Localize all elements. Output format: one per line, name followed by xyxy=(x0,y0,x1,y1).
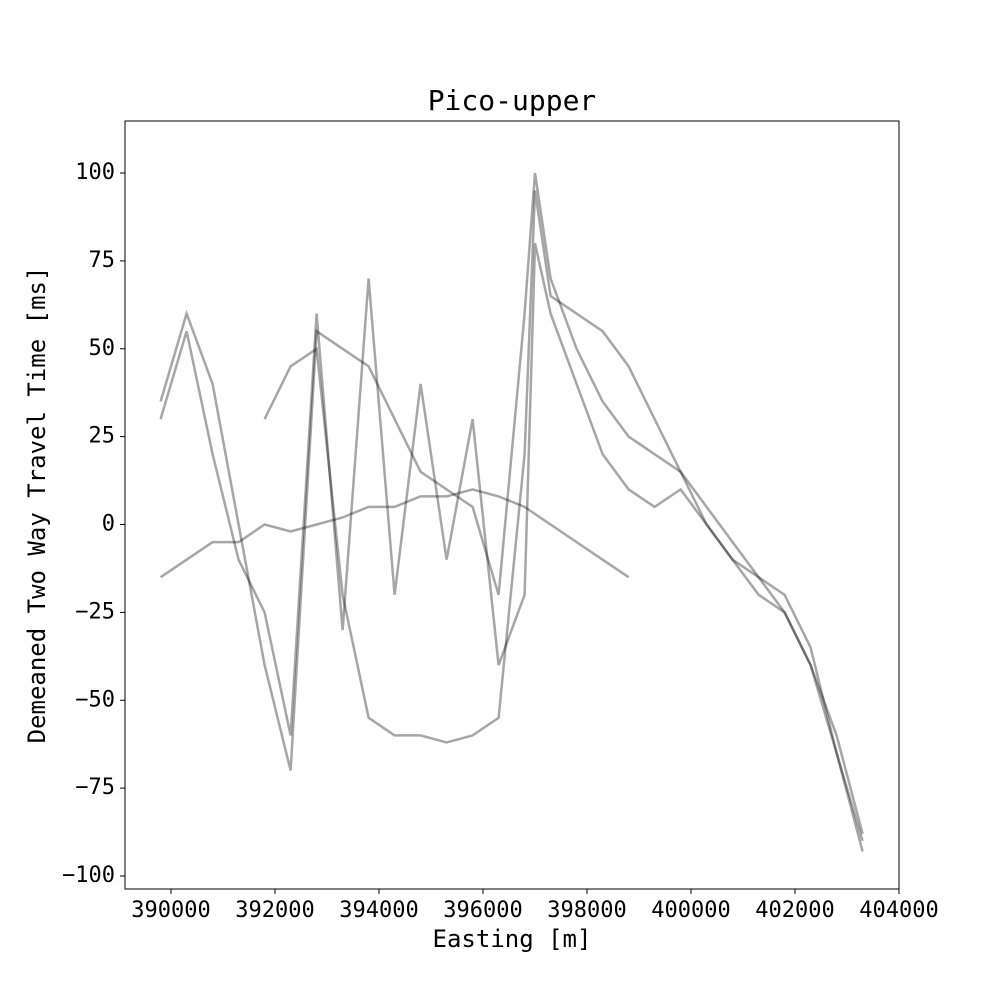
x-tick-label: 390000 xyxy=(131,898,210,923)
x-tick-label: 402000 xyxy=(755,898,834,923)
y-tick-label: −25 xyxy=(75,599,115,624)
x-tick-label: 396000 xyxy=(443,898,522,923)
x-tick-label: 392000 xyxy=(235,898,314,923)
y-tick-label: 50 xyxy=(89,336,116,361)
x-tick-label: 400000 xyxy=(651,898,730,923)
series-line xyxy=(159,243,864,835)
series-line xyxy=(159,488,630,579)
y-tick-label: 75 xyxy=(89,248,116,273)
series-line xyxy=(159,172,864,852)
x-tick-label: 394000 xyxy=(339,898,418,923)
chart-title: Pico-upper xyxy=(428,84,597,117)
x-tick-label: 398000 xyxy=(547,898,626,923)
y-tick-label: −100 xyxy=(62,863,115,888)
y-tick-label: 25 xyxy=(89,424,116,449)
series-line xyxy=(263,190,864,842)
y-tick-label: 100 xyxy=(75,160,115,185)
y-tick-label: 0 xyxy=(102,512,115,537)
y-tick-label: −75 xyxy=(75,775,115,800)
x-axis-label: Easting [m] xyxy=(433,925,592,953)
y-tick-label: −50 xyxy=(75,687,115,712)
plot-frame xyxy=(124,120,900,890)
x-tick-label: 404000 xyxy=(859,898,938,923)
y-axis-label: Demeaned Two Way Travel Time [ms] xyxy=(23,267,51,744)
